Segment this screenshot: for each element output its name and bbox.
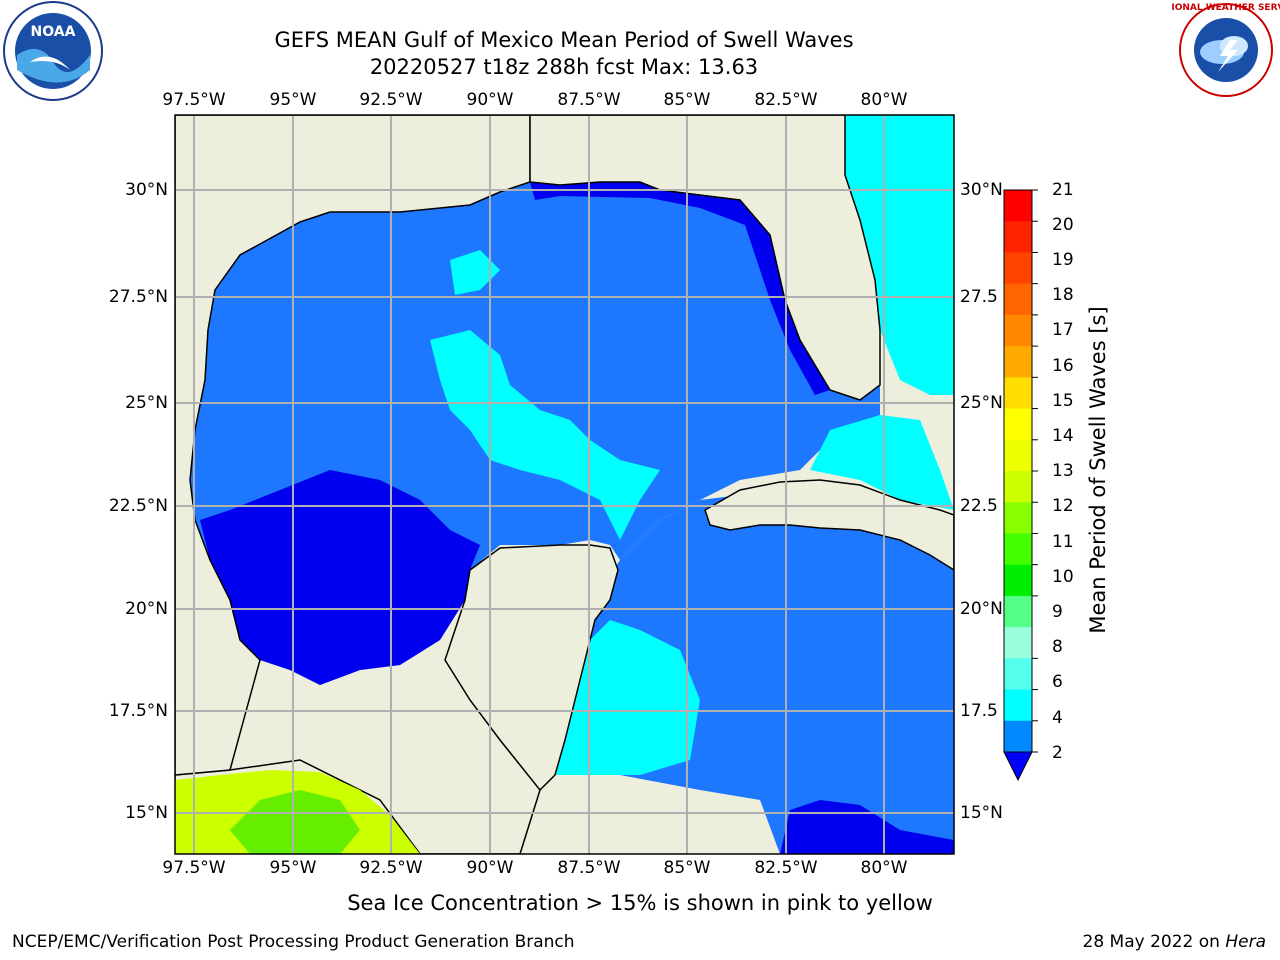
lat-label-right: 20°N: [960, 599, 1003, 619]
lat-label-left: 27.5°N: [108, 287, 168, 307]
lat-label-right: 22.5: [960, 496, 998, 516]
lat-label-right: 15°N: [960, 803, 1003, 823]
lon-label-bottom: 85°W: [663, 858, 711, 878]
deep-period-region-sw: [200, 470, 480, 685]
lat-label-right: 30°N: [960, 180, 1003, 200]
colorbar-swatch: [1004, 314, 1032, 347]
lon-label-top: 95°W: [269, 90, 317, 110]
colorbar-tick-label: 12: [1052, 496, 1074, 516]
colorbar-tick-label: 8: [1052, 637, 1063, 657]
florida-land: [529, 115, 881, 401]
colorbar-swatch: [1004, 283, 1032, 316]
colorbar-tick-label: 17: [1052, 320, 1074, 340]
lon-label-top: 80°W: [860, 90, 908, 110]
lon-label-bottom: 87.5°W: [557, 858, 621, 878]
colorbar-tick-label: 6: [1052, 672, 1063, 692]
colorbar-tick-label: 14: [1052, 426, 1074, 446]
lon-label-bottom: 90°W: [466, 858, 514, 878]
lat-label-right: 17.5: [960, 701, 998, 721]
colorbar-tick-label: 19: [1052, 250, 1074, 270]
noaa-logo-text: NOAA: [31, 24, 76, 40]
lon-label-bottom: 82.5°W: [754, 858, 818, 878]
nws-logo-text: NATIONAL WEATHER SERVICE: [1172, 3, 1280, 13]
footer-host: Hera: [1225, 932, 1266, 952]
footer-date-text: 28 May 2022 on: [1082, 932, 1226, 952]
colorbar-tick-label: 15: [1052, 391, 1074, 411]
sea-ice-note: Sea Ice Concentration > 15% is shown in …: [347, 891, 933, 915]
colorbar-swatch: [1004, 252, 1032, 285]
lon-label-bottom: 97.5°W: [162, 858, 226, 878]
colorbar-swatch: [1004, 439, 1032, 472]
colorbar-swatch: [1004, 471, 1032, 503]
colorbar-swatch: [1004, 627, 1032, 659]
pacific-green: [230, 790, 360, 854]
nws-logo: NATIONAL WEATHER SERVICE: [1172, 3, 1280, 97]
colorbar-swatch: [1004, 346, 1032, 378]
colorbar-swatch: [1004, 658, 1032, 691]
colorbar-tick-label: 2: [1052, 743, 1063, 763]
cyan-patch-north: [450, 250, 500, 295]
lon-label-top: 92.5°W: [359, 90, 423, 110]
colorbar-swatch: [1004, 408, 1032, 441]
colorbar-tick-label: 20: [1052, 215, 1074, 235]
lon-label-top: 97.5°W: [162, 90, 226, 110]
lon-label-top: 82.5°W: [754, 90, 818, 110]
footer-date: 28 May 2022 on Hera: [1083, 932, 1267, 952]
deep-period-region-nw: [530, 182, 830, 395]
lat-label-right: 25°N: [960, 393, 1003, 413]
colorbar-tick-label: 13: [1052, 461, 1074, 481]
lat-label-left: 22.5°N: [108, 496, 168, 516]
lon-label-bottom: 92.5°W: [359, 858, 423, 878]
lat-label-left: 25°N: [125, 393, 168, 413]
map-title: GEFS MEAN Gulf of Mexico Mean Period of …: [274, 28, 854, 52]
colorbar-tick-label: 9: [1052, 602, 1063, 622]
atlantic-water: [845, 115, 954, 395]
colorbar-tick-label: 21: [1052, 180, 1074, 200]
colorbar: [1003, 189, 1038, 782]
map-subtitle: 20220527 t18z 288h fcst Max: 13.63: [369, 55, 759, 79]
colorbar-tick-label: 10: [1052, 567, 1074, 587]
mexico-land: [175, 115, 531, 776]
colorbar-swatch: [1004, 221, 1032, 253]
lat-label-left: 30°N: [125, 180, 168, 200]
lon-label-top: 85°W: [663, 90, 711, 110]
lon-label-bottom: 80°W: [860, 858, 908, 878]
colorbar-title: Mean Period of Swell Waves [s]: [1086, 306, 1110, 634]
colorbar-swatch: [1004, 502, 1032, 534]
colorbar-under-arrow: [1003, 751, 1033, 782]
colorbar-swatch: [1004, 564, 1032, 597]
lon-label-bottom: 95°W: [269, 858, 317, 878]
colorbar-tick-label: 16: [1052, 356, 1074, 376]
noaa-logo: NOAA: [3, 1, 103, 101]
colorbar-swatch: [1004, 720, 1032, 753]
colorbar-tick-label: 11: [1052, 532, 1074, 552]
colorbar-swatch: [1004, 190, 1032, 222]
colorbar-swatch: [1004, 689, 1032, 722]
colorbar-swatch: [1004, 377, 1032, 410]
colorbar-swatch: [1004, 533, 1032, 566]
cyan-patch-central: [430, 330, 660, 540]
lat-label-left: 15°N: [125, 803, 168, 823]
lat-label-right: 27.5: [960, 287, 998, 307]
straits-cyan: [810, 415, 954, 510]
map-gridlines: [175, 115, 954, 854]
lon-label-top: 90°W: [466, 90, 514, 110]
colorbar-tick-label: 18: [1052, 285, 1074, 305]
map-frame: [174, 114, 955, 855]
lon-label-top: 87.5°W: [557, 90, 621, 110]
lat-label-left: 17.5°N: [108, 701, 168, 721]
lat-label-left: 20°N: [125, 599, 168, 619]
cuba-land: [704, 479, 954, 571]
colorbar-swatch: [1004, 595, 1032, 628]
caribbean-cyan: [555, 620, 700, 775]
colorbar-tick-label: 4: [1052, 708, 1063, 728]
footer-credit: NCEP/EMC/Verification Post Processing Pr…: [12, 932, 575, 952]
